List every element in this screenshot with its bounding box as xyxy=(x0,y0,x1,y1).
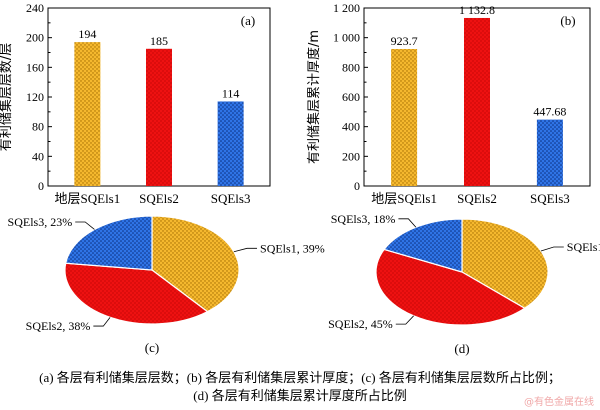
figure-caption-line-2: (d) 各层有利储集层累计厚度所占比例 xyxy=(193,388,407,403)
y-tick-label: 80 xyxy=(32,120,44,134)
watermark: @有色金属在线 xyxy=(524,397,594,408)
bar-1 xyxy=(74,42,101,186)
bar-1-value-label: 923.7 xyxy=(391,34,418,48)
y-axis-label: 有利储集层累计厚度/m xyxy=(306,30,322,164)
pie-slice-3 xyxy=(64,215,153,271)
panel-label: (d) xyxy=(454,341,469,356)
y-tick-label: 120 xyxy=(26,90,44,104)
y-axis-label: 有利储集层层数/层 xyxy=(0,43,14,151)
pie-label-2: SQEls2, 38% xyxy=(26,319,91,333)
x-category-label-1: 地层SQEls1 xyxy=(371,191,437,206)
pie-slice-2 xyxy=(375,248,526,326)
x-category-label-3: SQEls3 xyxy=(211,191,251,206)
pie-label-3: SQEls3, 23% xyxy=(8,215,73,229)
y-tick-label: 200 xyxy=(26,31,44,45)
chart-d: SQEls1, 37% SQEls2, 45% SQEls3, 18% (d) xyxy=(328,212,600,356)
x-category-label-3: SQEls3 xyxy=(530,191,570,206)
y-tick-label: 40 xyxy=(32,149,44,163)
bar-3 xyxy=(217,101,244,186)
pie-leader-1 xyxy=(540,246,564,252)
bar-3-value-label: 114 xyxy=(222,86,240,100)
x-category-label-1: 地层SQEls1 xyxy=(55,191,121,206)
bar-2-value-label: 1 132.8 xyxy=(459,3,495,17)
pie-label-3: SQEls3, 18% xyxy=(331,212,396,226)
bar-2 xyxy=(464,17,490,186)
pie-leader-2 xyxy=(395,315,414,325)
y-tick-label: 800 xyxy=(342,60,360,74)
pie-label-2: SQEls2, 45% xyxy=(328,317,393,331)
y-tick-label: 240 xyxy=(26,1,44,15)
bar-2-value-label: 185 xyxy=(150,34,168,48)
y-tick-label: 1 200 xyxy=(333,1,360,15)
y-tick-label: 600 xyxy=(342,90,360,104)
y-tick-label: 160 xyxy=(26,60,44,74)
bar-3-value-label: 447.68 xyxy=(533,105,566,119)
x-category-label-2: SQEls2 xyxy=(457,191,497,206)
panel-label: (b) xyxy=(560,13,575,28)
pie-leader-1 xyxy=(233,247,258,253)
pie-slice-1 xyxy=(461,218,549,309)
bar-3 xyxy=(536,119,563,186)
bar-2 xyxy=(146,48,172,186)
bar-1-value-label: 194 xyxy=(78,27,96,41)
pie-leader-3 xyxy=(75,221,95,230)
pie-slice-2 xyxy=(64,262,209,325)
pie-leader-2 xyxy=(93,317,111,327)
pie-leader-3 xyxy=(398,218,417,228)
x-category-label-2: SQEls2 xyxy=(139,191,179,206)
pie-label-1: SQEls1, 37% xyxy=(567,240,600,254)
chart-a: 0 40 80 120 160 200 240 有利储集层层数/层 194 地层SQEls1 185… xyxy=(0,1,271,206)
y-tick-label: 0 xyxy=(354,179,360,193)
chart-c: SQEls1, 39% SQEls2, 38% SQEls3, 23% (c) xyxy=(8,215,325,355)
y-tick-label: 0 xyxy=(38,179,44,193)
pie-label-1: SQEls1, 39% xyxy=(260,241,325,255)
figure-caption-line-1: (a) 各层有利储集层层数；(b) 各层有利储集层累计厚度；(c) 各层有利储集… xyxy=(39,370,561,385)
y-tick-label: 200 xyxy=(342,149,360,163)
panel-label: (c) xyxy=(145,340,159,355)
y-tick-label: 400 xyxy=(342,120,360,134)
pie-slice-3 xyxy=(383,218,463,273)
chart-b: 0 200 400 600 800 1 000 1 200 有利储集层累计厚度/m 923.7 地… xyxy=(306,1,591,206)
y-tick-label: 1 000 xyxy=(333,31,360,45)
panel-label: (a) xyxy=(241,13,255,28)
bar-1 xyxy=(391,48,418,187)
